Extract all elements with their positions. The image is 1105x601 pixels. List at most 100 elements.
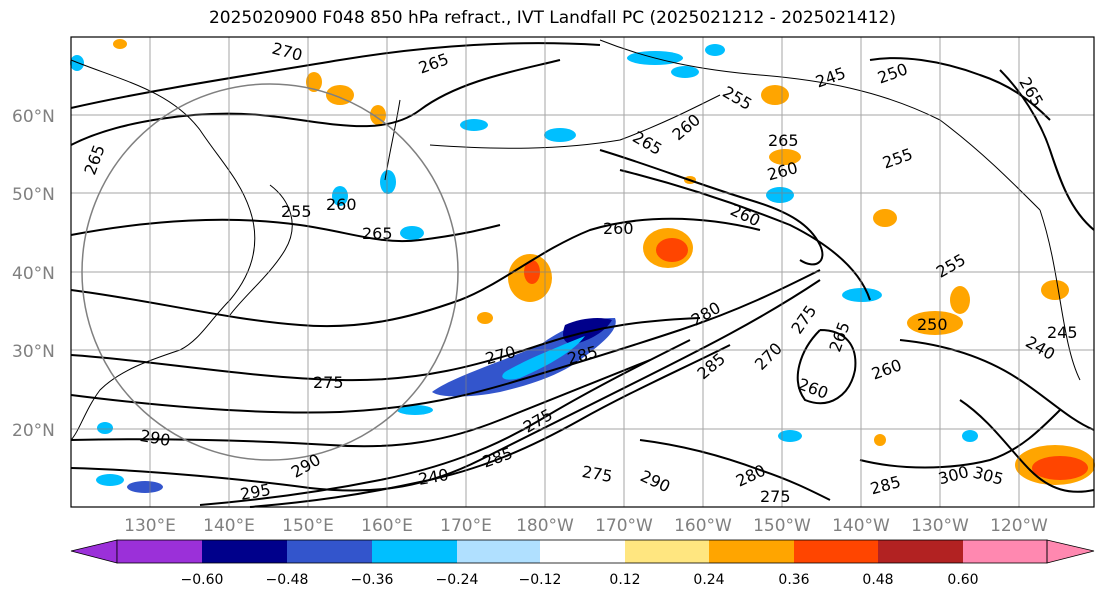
lat-label: 40°N <box>12 264 55 284</box>
lon-label: 160°E <box>361 516 413 536</box>
contour-line <box>639 439 831 501</box>
colorbar-segment <box>117 540 202 563</box>
contour-label: 260 <box>603 219 634 238</box>
lat-label: 20°N <box>12 421 55 441</box>
negative-blob <box>70 55 84 71</box>
lon-label: 160°W <box>674 516 732 536</box>
negative-blob <box>842 288 882 302</box>
lon-label: 170°W <box>595 516 653 536</box>
contour-label: 265 <box>768 131 799 150</box>
negative-blob <box>332 186 348 206</box>
lon-label: 140°E <box>203 516 255 536</box>
negative-anomaly-edge <box>502 336 585 380</box>
latitude-labels: 60°N 50°N 40°N 30°N 20°N <box>12 107 55 441</box>
negative-blob <box>397 405 433 415</box>
contour-line <box>899 339 1095 431</box>
colorbar-segment <box>794 540 878 563</box>
positive-blob <box>477 312 493 324</box>
colorbar-tick-label: −0.60 <box>181 572 224 588</box>
contour-line <box>999 69 1095 231</box>
colorbar-segment <box>457 540 540 563</box>
negative-blob <box>400 226 424 240</box>
colorbar-tick-label: 0.24 <box>693 572 724 588</box>
colorbar-segment <box>202 540 287 563</box>
contour-line <box>70 218 501 243</box>
contour-line <box>199 339 691 506</box>
colorbar-tick-label: 0.12 <box>609 572 640 588</box>
contour-label: 275 <box>313 373 344 392</box>
lon-label: 150°W <box>753 516 811 536</box>
contour-line <box>249 344 731 508</box>
contour-line <box>70 269 821 414</box>
contour-label: 275 <box>760 487 791 506</box>
contour-line <box>796 329 857 405</box>
contour-label: 250 <box>917 315 948 334</box>
negative-blob <box>460 119 488 131</box>
lon-label: 140°W <box>832 516 890 536</box>
coastline-aleutians <box>429 94 721 149</box>
colorbar-max-extension <box>1046 539 1095 564</box>
graticule <box>71 37 1094 507</box>
contour-line <box>869 57 1051 121</box>
colorbar-segment <box>625 540 709 563</box>
colorbar-tick-label: −0.36 <box>351 572 394 588</box>
positive-blob <box>306 72 322 92</box>
negative-blob <box>97 422 113 434</box>
colorbar-tick-label: 0.60 <box>947 572 978 588</box>
colorbar-segment <box>709 540 794 563</box>
lon-label: 120°W <box>990 516 1048 536</box>
contour-line <box>70 317 701 382</box>
contour-line <box>859 409 1061 469</box>
positive-blob <box>761 85 789 105</box>
colorbar-segment <box>287 540 372 563</box>
coastline-japan <box>229 184 293 316</box>
lon-label: 170°E <box>440 516 492 536</box>
negative-blob <box>380 170 396 194</box>
colorbar-tick-label: 0.36 <box>778 572 809 588</box>
lat-label: 60°N <box>12 107 55 127</box>
colorbar-border <box>116 539 1048 564</box>
colorbar-tick-label: −0.12 <box>519 572 562 588</box>
lon-label: 130°E <box>124 516 176 536</box>
contour-line <box>70 42 601 109</box>
negative-blob <box>778 430 802 442</box>
positive-blob <box>1041 280 1069 300</box>
contour-line <box>70 359 651 448</box>
positive-blob <box>873 209 897 227</box>
contour-line <box>619 169 871 301</box>
longitude-labels: 130°E 140°E 150°E 160°E 170°E 180°W 170°… <box>124 516 1048 536</box>
refractivity-contours <box>70 42 1095 508</box>
colorbar-tick-label: −0.48 <box>266 572 309 588</box>
negative-blob <box>671 66 699 78</box>
positive-blob <box>874 434 886 446</box>
lat-label: 30°N <box>12 342 55 362</box>
positive-blob-core <box>1032 456 1088 480</box>
map-title: 2025020900 F048 850 hPa refract., IVT La… <box>208 8 896 28</box>
coastline-north-america <box>1039 209 1081 381</box>
negative-blob <box>127 481 163 493</box>
positive-blob <box>113 39 127 49</box>
map-border <box>70 36 1095 508</box>
colorbar-min-extension <box>70 539 118 564</box>
contour-line <box>959 399 1095 493</box>
colorbar-segment <box>878 540 963 563</box>
lon-label: 130°W <box>911 516 969 536</box>
colorbar-segment <box>372 540 457 563</box>
lon-label: 150°E <box>282 516 334 536</box>
negative-blob <box>962 430 978 442</box>
positive-blob <box>907 311 963 335</box>
negative-blob <box>766 187 794 203</box>
contour-line <box>70 217 761 328</box>
contour-label: 255 <box>281 202 312 221</box>
shading-layer <box>70 39 1095 493</box>
positive-blob-core <box>656 238 688 262</box>
negative-blob <box>96 474 124 486</box>
colorbar-segment <box>540 540 625 563</box>
colorbar-segment <box>963 540 1047 563</box>
positive-blob <box>769 149 801 165</box>
colorbar-tick-label: −0.24 <box>436 572 479 588</box>
colorbar-tick-label: 0.48 <box>862 572 893 588</box>
contour-line <box>70 279 821 492</box>
lat-label: 50°N <box>12 185 55 205</box>
